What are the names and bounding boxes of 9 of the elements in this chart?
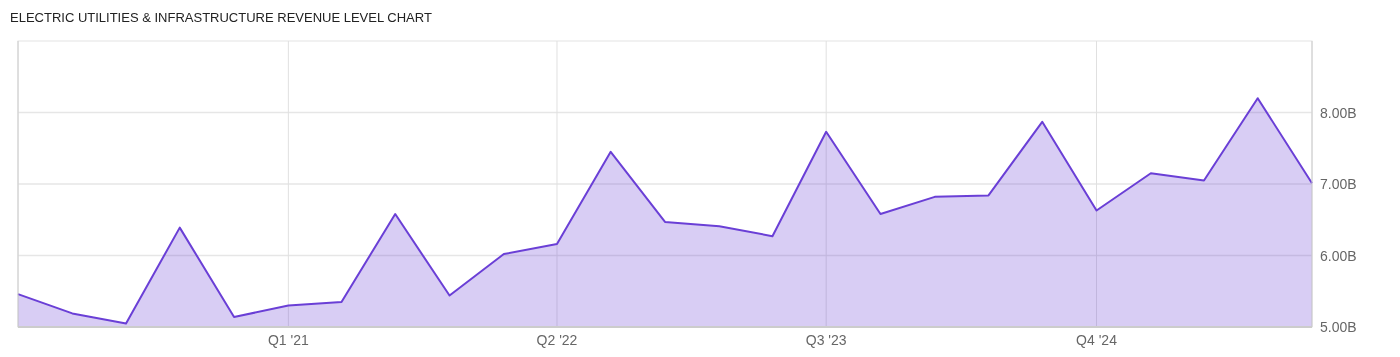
- y-tick-label: 5.00B: [1320, 319, 1357, 335]
- x-tick-label: Q2 '22: [536, 332, 578, 348]
- x-tick-label: Q4 '24: [1076, 332, 1118, 348]
- chart-title: ELECTRIC UTILITIES & INFRASTRUCTURE REVENUE LEVEL CHART: [10, 10, 432, 25]
- x-tick-label: Q1 '21: [267, 332, 309, 348]
- y-tick-label: 8.00B: [1320, 104, 1357, 121]
- x-tick-label: Q3 '23: [805, 332, 847, 348]
- y-tick-label: 7.00B: [1320, 176, 1357, 192]
- y-tick-label: 6.00B: [1320, 247, 1357, 264]
